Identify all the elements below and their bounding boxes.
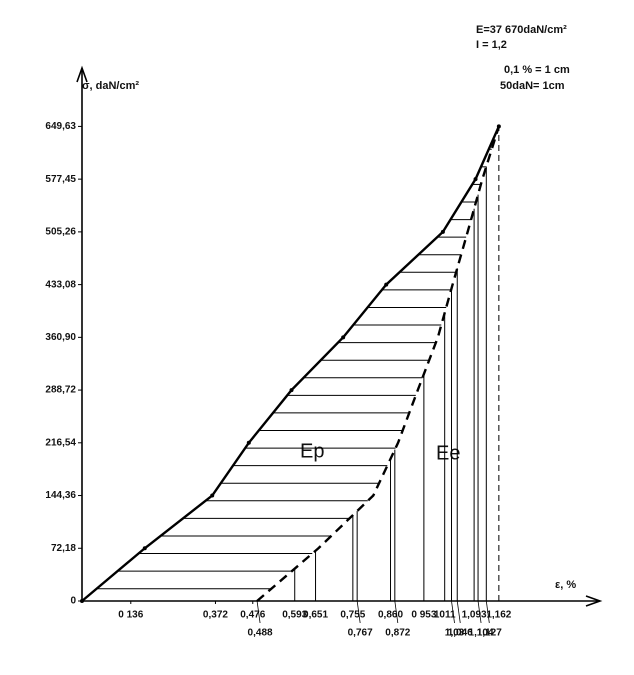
y-tick-label: 216,54 bbox=[45, 437, 76, 448]
y-tick-label: 577,45 bbox=[45, 174, 76, 185]
leader bbox=[485, 600, 490, 624]
x-tick-label: 0,476 bbox=[240, 610, 265, 621]
point bbox=[341, 335, 346, 340]
y-tick-label: 0 bbox=[70, 596, 76, 607]
y-tick-label: 72,18 bbox=[51, 543, 76, 554]
x-tick-label: 0 136 bbox=[118, 610, 143, 621]
y-axis-label: σ, daN/cm² bbox=[82, 80, 139, 92]
leader bbox=[451, 600, 455, 624]
point bbox=[142, 546, 147, 551]
point bbox=[289, 388, 294, 393]
annotation: 0,1 % = 1 cm bbox=[504, 64, 570, 76]
point bbox=[440, 229, 445, 234]
x-tick-label: 0 953 bbox=[411, 610, 436, 621]
x-tick-label: 0,488 bbox=[248, 628, 273, 639]
point bbox=[80, 599, 84, 603]
y-tick-label: 144,36 bbox=[45, 490, 76, 501]
x-tick-label: 0,767 bbox=[348, 628, 373, 639]
x-tick-label: 0,872 bbox=[385, 628, 410, 639]
annotation: E=37 670daN/cm² bbox=[476, 24, 567, 36]
x-tick-label: 0,372 bbox=[203, 610, 228, 621]
y-tick-label: 360,90 bbox=[45, 332, 76, 343]
x-tick-label: 1,127 bbox=[477, 628, 502, 639]
x-tick-label: 1,03 bbox=[445, 628, 465, 639]
x-tick-label: 0,860 bbox=[378, 610, 403, 621]
x-tick-label: 0,755 bbox=[340, 610, 365, 621]
x-tick-label: 1,093 bbox=[462, 610, 487, 621]
x-tick-label: 1,046 bbox=[448, 628, 473, 639]
point bbox=[246, 440, 251, 445]
x-tick-label: 1,104 bbox=[469, 628, 494, 639]
x-tick-label: 1011 bbox=[434, 610, 456, 621]
curve bbox=[81, 125, 500, 602]
annotation: I = 1,2 bbox=[476, 39, 507, 51]
leader bbox=[456, 600, 461, 624]
y-tick-label: 288,72 bbox=[45, 385, 76, 396]
y-tick-label: 649,63 bbox=[45, 121, 76, 132]
point bbox=[210, 493, 215, 498]
annotation: 50daN= 1cm bbox=[500, 80, 565, 92]
y-tick-label: 505,26 bbox=[45, 227, 76, 238]
annotation: Ep bbox=[300, 440, 324, 462]
point bbox=[384, 282, 389, 287]
annotation: Ee bbox=[436, 442, 460, 464]
point bbox=[473, 177, 478, 182]
x-tick-label: 0,593 bbox=[282, 610, 307, 621]
leader bbox=[477, 600, 482, 624]
leader bbox=[256, 600, 261, 624]
y-arrow bbox=[76, 65, 88, 83]
y-tick-label: 433,08 bbox=[45, 279, 76, 290]
x-tick-label: 0,651 bbox=[303, 610, 328, 621]
x-axis-label: ε, % bbox=[555, 579, 576, 591]
x-arrow bbox=[585, 595, 603, 607]
curve bbox=[256, 126, 501, 602]
x-tick-label: 1,162 bbox=[486, 610, 511, 621]
leader bbox=[394, 600, 399, 624]
leader bbox=[356, 600, 361, 624]
